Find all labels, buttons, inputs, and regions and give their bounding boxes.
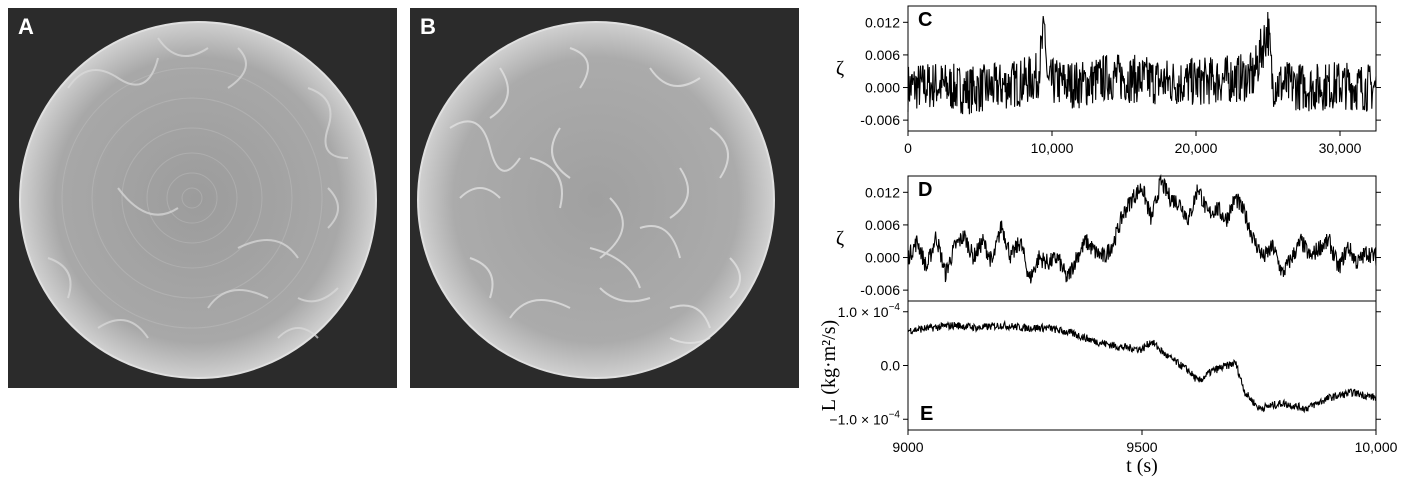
chart-c: -0.006 0.000 0.006 0.012 0 10,000 20,000 30,000… xyxy=(836,5,1381,156)
series-line xyxy=(907,319,1377,414)
image-b-disc xyxy=(417,21,775,379)
panel-letter-d: D xyxy=(918,179,932,201)
y-tick-label: 0.012 xyxy=(865,14,900,30)
x-tick-label: 9000 xyxy=(892,439,923,455)
image-a: A xyxy=(8,8,397,388)
image-b: B xyxy=(410,8,799,388)
image-a-disc xyxy=(19,21,377,379)
panel-letter-e: E xyxy=(920,403,933,425)
series-line xyxy=(907,11,1377,115)
y-tick-label: 0.000 xyxy=(865,80,900,96)
chart-d: -0.006 0.000 0.006 0.012 Dζ xyxy=(836,173,1381,302)
y-axis-label: ζ xyxy=(836,58,844,80)
image-b-label: B xyxy=(420,14,436,39)
image-a-label: A xyxy=(18,14,34,39)
y-axis-label: L (kg·m²/s) xyxy=(818,320,840,411)
chart-e: 1.0 × 10−4 0.0 −1.0 × 10−4 9000 9500 10,000 E L… xyxy=(818,300,1398,477)
x-tick-label: 0 xyxy=(904,140,912,156)
x-tick-label: 9500 xyxy=(1126,439,1157,455)
y-tick-label: -0.006 xyxy=(860,112,900,128)
y-tick-label: -0.006 xyxy=(860,282,900,298)
y-tick-label: 0.006 xyxy=(865,47,900,63)
x-tick-label: 10,000 xyxy=(1355,439,1398,455)
x-tick-label: 30,000 xyxy=(1319,140,1362,156)
plot-frame xyxy=(907,175,1377,302)
panel-letter-c: C xyxy=(918,9,932,31)
y-axis-label: ζ xyxy=(836,228,844,250)
x-tick-label: 20,000 xyxy=(1175,140,1218,156)
y-tick-label: 0.000 xyxy=(865,250,900,266)
y-tick-label: 0.0 xyxy=(881,358,901,374)
x-tick-label: 10,000 xyxy=(1031,140,1074,156)
y-tick-label: 1.0 × 10−4 xyxy=(838,302,901,320)
y-tick-label: 0.012 xyxy=(865,184,900,200)
series-line xyxy=(907,173,1377,284)
y-tick-label: 0.006 xyxy=(865,217,900,233)
y-tick-label: −1.0 × 10−4 xyxy=(829,409,900,427)
x-axis-label: t (s) xyxy=(1126,455,1158,477)
